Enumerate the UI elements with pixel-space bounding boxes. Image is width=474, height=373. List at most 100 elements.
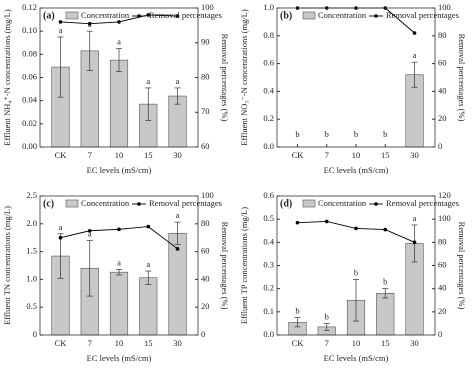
error-bar — [116, 48, 122, 73]
bar — [139, 277, 158, 336]
y-tick-label: 0.4 — [263, 236, 274, 246]
significance-letter: a — [176, 76, 180, 86]
y-tick-label: 0 — [33, 329, 37, 339]
x-axis-label: EC levels (mS/cm) — [324, 353, 389, 363]
y2-tick-label: 100 — [201, 2, 214, 12]
error-bar — [382, 288, 389, 299]
legend-label: Removal percentages — [386, 10, 459, 20]
significance-letter: a — [88, 228, 92, 238]
y-tick-label: 0.5 — [263, 213, 274, 223]
line-marker — [383, 227, 388, 232]
y2-axis-label: Removal percentages (%) — [220, 34, 230, 122]
y2-tick-label: 0 — [438, 141, 442, 151]
significance-letter: a — [413, 50, 417, 60]
y2-tick-label: 40 — [201, 273, 210, 283]
line-marker — [412, 31, 417, 35]
error-bar — [145, 87, 152, 121]
x-tick-label: CK — [55, 338, 68, 348]
legend-label: Removal percentages — [149, 10, 222, 20]
y-tick-label: 0.04 — [22, 95, 38, 105]
x-tick-label: CK — [55, 150, 68, 160]
error-bar — [294, 317, 301, 328]
x-tick-label: 7 — [325, 338, 329, 348]
y2-tick-label: 100 — [438, 2, 451, 12]
x-tick-label: 7 — [88, 150, 92, 160]
y2-tick-label: 60 — [438, 58, 447, 68]
y2-tick-label: 20 — [438, 306, 447, 316]
legend-label: Concentration — [81, 10, 130, 20]
legend-marker — [374, 202, 378, 206]
y2-axis-label: Removal percentages (%) — [457, 34, 467, 122]
y2-tick-label: 40 — [438, 85, 447, 95]
y-tick-label: 0.08 — [22, 48, 37, 58]
plot-frame — [276, 7, 436, 148]
line-marker — [295, 220, 300, 225]
line-marker — [87, 21, 92, 26]
x-axis-label: EC levels (mS/cm) — [87, 353, 152, 363]
y2-axis-label: Removal percentages (%) — [220, 222, 230, 310]
error-bar — [116, 269, 122, 276]
legend-label: Removal percentages — [386, 198, 459, 208]
legend-swatch — [65, 199, 79, 208]
bar — [376, 292, 395, 336]
line-marker — [175, 247, 180, 251]
panel: 0.0 0.2 0.4 0.6 0.8 1.0 0 20 40 60 80 100 CK b 7 b 10 b 15… — [239, 2, 467, 175]
y-tick-label: 0.6 — [263, 58, 274, 68]
line-marker — [146, 224, 151, 229]
y-tick-label: 0.2 — [263, 113, 274, 123]
y2-tick-label: 80 — [201, 71, 210, 81]
y-tick-label: 0.10 — [22, 25, 37, 35]
y2-tick-label: 80 — [438, 30, 447, 40]
legend-swatch — [65, 11, 79, 20]
significance-letter: a — [146, 259, 150, 269]
x-tick-label: 10 — [352, 338, 361, 348]
error-bar — [353, 279, 359, 322]
x-tick-label: 10 — [115, 338, 124, 348]
line-marker — [117, 20, 121, 24]
y-tick-label: 0.2 — [263, 283, 274, 293]
error-bar — [86, 240, 93, 297]
line-marker — [117, 227, 121, 232]
panel: 0.00 0.02 0.04 0.06 0.08 0.10 0.12 60 70 80 90 100 C… — [2, 2, 230, 175]
legend-swatch — [302, 199, 316, 208]
significance-letter: b — [354, 129, 358, 139]
y-tick-label: 0.1 — [263, 306, 274, 316]
y-tick-label: 0.0 — [263, 141, 274, 151]
significance-letter: a — [146, 76, 150, 86]
y-tick-label: 0.6 — [263, 190, 274, 200]
line-marker — [146, 13, 151, 17]
significance-letter: b — [295, 129, 299, 139]
y-tick-label: 0.02 — [22, 118, 37, 128]
x-tick-label: 30 — [410, 150, 419, 160]
x-tick-label: 15 — [381, 150, 390, 160]
y-axis-label: Effluent NH₄⁺-N concentrations (mg/L) — [2, 9, 12, 146]
panel-label: (a) — [43, 10, 55, 21]
x-axis-label: EC levels (mS/cm) — [324, 165, 389, 175]
y-tick-label: 0.4 — [263, 85, 274, 95]
significance-letter: a — [117, 257, 121, 267]
bar — [109, 271, 129, 336]
y2-tick-label: 70 — [201, 106, 210, 116]
significance-letter: b — [383, 277, 387, 287]
x-tick-label: 7 — [88, 338, 92, 348]
error-bar — [57, 36, 64, 98]
panel: 0 0.5 1.0 1.5 2.0 2.5 0 20 40 60 80 100 CK a 7 a 10 a 15 a 3… — [2, 190, 230, 363]
error-bar — [323, 323, 330, 331]
y2-tick-label: 60 — [201, 246, 210, 256]
panel-label: (d) — [280, 198, 292, 209]
y2-tick-label: 100 — [201, 190, 214, 200]
y-tick-label: 0.06 — [22, 71, 37, 81]
x-tick-label: CK — [292, 150, 305, 160]
y-tick-label: 0.00 — [22, 141, 37, 151]
significance-letter: b — [295, 306, 299, 316]
line-marker — [412, 240, 417, 245]
y-tick-label: 2.0 — [26, 218, 37, 228]
y2-tick-label: 40 — [438, 283, 447, 293]
y2-tick-label: 20 — [201, 301, 210, 311]
significance-letter: a — [59, 25, 63, 35]
y2-axis-label: Removal percentages (%) — [457, 222, 467, 310]
y2-tick-label: 0 — [201, 329, 205, 339]
line-marker — [58, 20, 63, 24]
plot-frame — [276, 195, 436, 336]
